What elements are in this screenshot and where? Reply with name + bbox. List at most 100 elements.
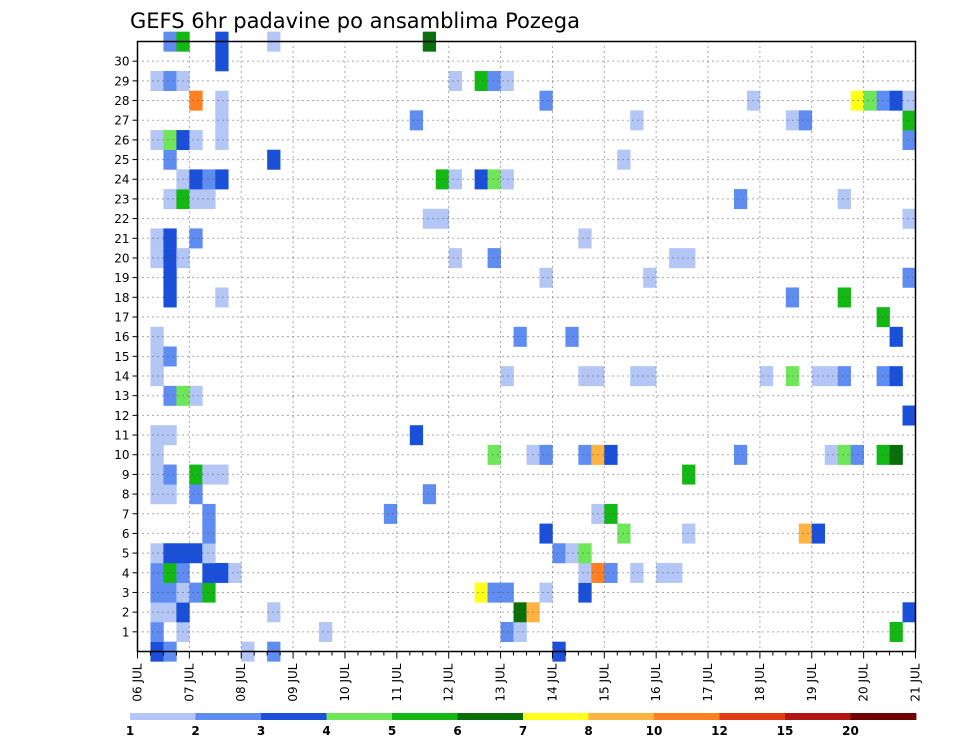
y-tick-label: 2 (122, 606, 130, 620)
heatmap-cell (487, 71, 501, 91)
heatmap-cell (487, 582, 501, 603)
heatmap-cell (163, 267, 177, 288)
y-tick-label: 26 (114, 133, 129, 147)
y-tick-label: 8 (122, 488, 130, 502)
x-tick-label: 07 JUL (182, 663, 196, 701)
heatmap-cell (189, 90, 203, 111)
heatmap-cell (798, 523, 813, 544)
heatmap-cell (150, 621, 164, 642)
heatmap-cell (163, 189, 177, 210)
y-tick-label: 16 (114, 330, 129, 344)
heatmap-cell (150, 71, 164, 91)
y-tick-label: 28 (114, 94, 129, 108)
heatmap-cell (448, 71, 462, 91)
colorbar-label: 10 (646, 724, 663, 738)
heatmap-cell (189, 464, 203, 485)
heatmap-cell (617, 149, 631, 170)
x-tick-label: 11 JUL (390, 663, 404, 701)
heatmap-cell (824, 366, 838, 387)
y-tick-label: 17 (114, 310, 129, 324)
heatmap-cell (163, 464, 177, 485)
heatmap-cell (902, 208, 916, 229)
heatmap-cell (902, 90, 916, 111)
heatmap-cell (163, 484, 177, 505)
heatmap-cell (643, 267, 657, 288)
heatmap-cell (163, 562, 177, 583)
x-tick-label: 21 JUL (909, 663, 923, 701)
heatmap-cell (163, 602, 177, 623)
colorbar-swatch (261, 713, 327, 720)
heatmap-cell (798, 110, 813, 131)
heatmap-cell (409, 110, 424, 131)
heatmap-cell (202, 189, 216, 210)
heatmap-cell (163, 149, 177, 170)
x-tick-label: 15 JUL (597, 663, 611, 701)
heatmap-cell (759, 366, 774, 387)
heatmap-cell (163, 130, 177, 151)
heatmap-cell (500, 169, 514, 190)
heatmap-cell (630, 366, 644, 387)
heatmap-cell (565, 543, 579, 564)
colorbar: 1 2 3 4 5 6 7 8 10 12 15 20 (126, 713, 917, 738)
heatmap-cell (578, 582, 592, 603)
heatmap-cell (902, 405, 916, 426)
heatmap-cell (785, 110, 800, 131)
heatmap-cell (267, 602, 281, 623)
heatmap-cell (669, 248, 683, 269)
heatmap-cell (409, 425, 424, 446)
heatmap-cell (850, 90, 864, 111)
y-tick-label: 29 (114, 74, 129, 88)
heatmap-cell (733, 189, 748, 210)
heatmap-cell (889, 366, 903, 387)
heatmap-cell (435, 208, 449, 229)
heatmap-cell (578, 543, 592, 564)
heatmap-cell (850, 444, 864, 465)
heatmap-cell (202, 523, 216, 544)
colorbar-swatch (457, 713, 524, 720)
heatmap-cell (189, 130, 203, 151)
y-tick-label: 22 (114, 212, 129, 226)
heatmap-cell (189, 385, 203, 406)
heatmap-cell (202, 582, 216, 603)
heatmap-cell (500, 366, 514, 387)
colorbar-label: 4 (322, 724, 330, 738)
y-tick-label: 24 (114, 173, 129, 187)
y-tick-label: 25 (114, 153, 129, 167)
heatmap-cell (837, 366, 851, 387)
y-tick-label: 18 (114, 291, 129, 305)
heatmap-cell (150, 444, 164, 465)
heatmap-cell (824, 444, 838, 465)
heatmap-cell (578, 366, 592, 387)
heatmap-cell (617, 523, 631, 544)
heatmap-cell (500, 582, 514, 603)
heatmap-cell (487, 169, 501, 190)
x-tick-label: 18 JUL (753, 663, 767, 701)
y-tick-label: 4 (122, 566, 130, 580)
heatmap-cell (513, 621, 527, 642)
x-tick-label: 16 JUL (649, 663, 663, 701)
colorbar-swatch (392, 713, 458, 720)
heatmap-cell (552, 543, 566, 564)
heatmap-cell (189, 189, 203, 210)
heatmap-cell (863, 90, 877, 111)
colorbar-swatch (588, 713, 655, 720)
heatmap-cell (837, 287, 851, 308)
heatmap-cell (539, 267, 553, 288)
heatmap-cell (319, 621, 333, 642)
heatmap-cell (539, 444, 553, 465)
heatmap-cell (487, 444, 501, 465)
chart-title: GEFS 6hr padavine po ansamblima Pozega (130, 9, 580, 33)
heatmap-cell (785, 366, 800, 387)
y-tick-label: 13 (114, 389, 129, 403)
colorbar-label: 5 (388, 724, 396, 738)
heatmap-cell (215, 130, 229, 151)
heatmap-cell (150, 582, 164, 603)
heatmap-cell (435, 169, 449, 190)
heatmap-cell (682, 464, 696, 485)
heatmap-cell (889, 444, 903, 465)
heatmap-cell (150, 543, 164, 564)
heatmap-cell (163, 228, 177, 249)
heatmap-cell (604, 562, 618, 583)
y-tick-label: 12 (114, 409, 129, 423)
